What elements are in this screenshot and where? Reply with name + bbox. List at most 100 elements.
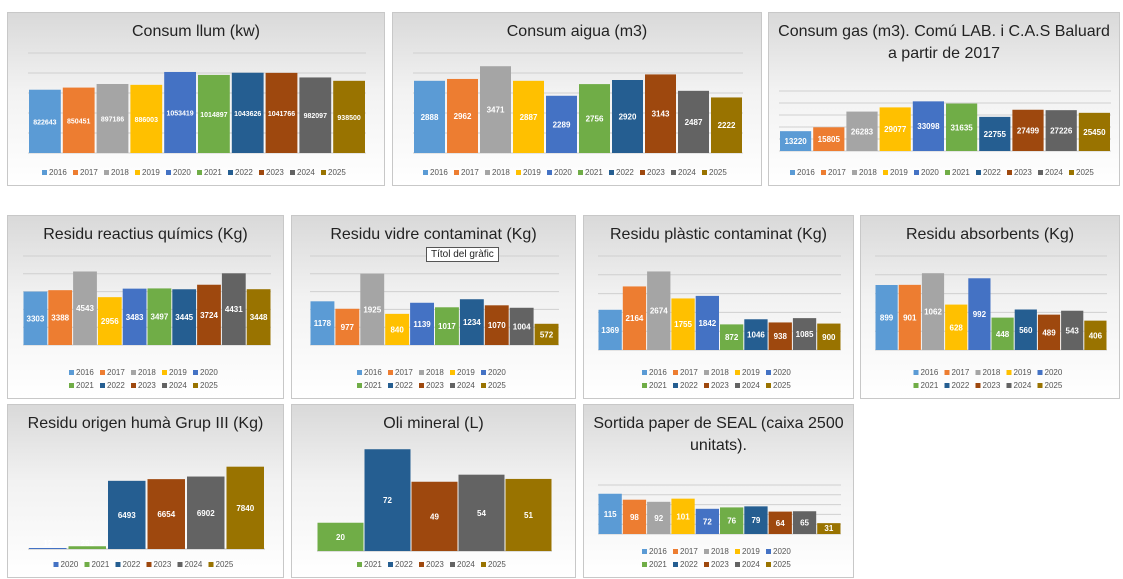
legend-swatch (193, 383, 198, 388)
chart-svg: 2888 2962 3471 2887 2289 2756 2920 3143 2487 2222… (413, 52, 743, 177)
legend-swatch (790, 170, 795, 175)
data-label: 900 (822, 333, 836, 342)
legend-swatch (913, 383, 919, 388)
data-label: 15805 (818, 135, 841, 144)
data-label: 3388 (51, 314, 69, 323)
legend-swatch (162, 370, 167, 375)
bar-2024 (792, 511, 817, 534)
data-label: 872 (725, 333, 739, 342)
legend-label: 2017 (80, 168, 98, 177)
legend-label: 2022 (680, 560, 698, 569)
data-label: 49 (430, 512, 439, 521)
legend-label: 2020 (200, 368, 218, 377)
legend-swatch (673, 562, 678, 567)
data-label: 899 (880, 313, 894, 322)
legend-swatch (609, 170, 614, 175)
chart-title: Consum llum (kw) (131, 23, 260, 40)
legend-swatch (481, 562, 486, 567)
legend-swatch (883, 170, 888, 175)
bar-2018 (73, 271, 97, 345)
legend-swatch (357, 370, 362, 375)
bar-2019 (879, 107, 911, 151)
data-label: 1369 (601, 326, 619, 335)
data-label: 26283 (851, 127, 874, 136)
bar-2025 (1078, 112, 1110, 151)
data-label: 2887 (520, 113, 538, 122)
chart-title: Oli mineral (L) (383, 415, 484, 432)
legend-swatch (914, 170, 919, 175)
legend-swatch (53, 562, 59, 567)
legend-swatch (388, 370, 393, 375)
legend-label: 2024 (742, 381, 760, 390)
legend-label: 2024 (1045, 168, 1063, 177)
legend-label: 2021 (92, 560, 110, 569)
data-label: 1017 (438, 322, 456, 331)
data-label: 938 (774, 332, 788, 341)
legend-label: 2024 (678, 168, 696, 177)
bar-2023 (147, 479, 185, 549)
data-label: 51 (524, 511, 533, 520)
legend-label: 2023 (983, 381, 1001, 390)
legend-swatch (1037, 370, 1043, 375)
bar-2025 (505, 478, 552, 551)
chart-svg: 20 72 49 54 51 2021 2022 2023 2024 2025 (317, 449, 552, 569)
legend-swatch (735, 549, 740, 554)
data-label: 3448 (250, 313, 268, 322)
data-label: 115 (604, 510, 617, 519)
data-label: 406 (1089, 331, 1103, 340)
legend-label: 2020 (488, 368, 506, 377)
legend-label: 2021 (364, 560, 382, 569)
chart-svg: 12 262 6493 6654 6902 7840 2020 2021 2022 2023 202… (28, 466, 265, 569)
legend-swatch (704, 383, 709, 388)
data-label: 2487 (685, 118, 703, 127)
bar-2019 (385, 313, 410, 345)
data-label: 2888 (421, 113, 439, 122)
legend-label: 2021 (204, 168, 222, 177)
legend-label: 2023 (138, 381, 156, 390)
legend-swatch (821, 170, 826, 175)
chart-svg: 899 901 1062 628 992 448 560 489 543 406 2016 2017 2… (875, 255, 1107, 390)
legend-label: 2017 (107, 368, 125, 377)
chart-huma: Residu origen humà Grup III (Kg) 12 262 649… (7, 404, 284, 578)
data-label: 6654 (157, 510, 175, 519)
data-label: 977 (341, 323, 355, 332)
data-label: 1178 (314, 319, 332, 328)
bar-2020 (695, 508, 719, 534)
data-label: 850451 (67, 118, 90, 125)
legend-swatch (419, 383, 424, 388)
bar-2024 (678, 90, 709, 153)
bar-2022 (1014, 309, 1037, 350)
legend-swatch (423, 170, 428, 175)
legend-label: 2025 (773, 560, 791, 569)
legend-label: 2019 (523, 168, 541, 177)
data-label: 20 (336, 533, 345, 542)
legend-label: 2020 (61, 560, 79, 569)
data-label: 901 (903, 313, 917, 322)
bar-2025 (534, 323, 559, 345)
legend-label: 2017 (828, 168, 846, 177)
data-label: 6493 (118, 511, 136, 520)
data-label: 448 (996, 330, 1010, 339)
legend-label: 2020 (921, 168, 939, 177)
data-label: 1755 (674, 320, 692, 329)
legend-label: 2023 (1014, 168, 1032, 177)
chart-title-tooltip: Títol del gràfic (426, 247, 499, 262)
bar-2016 (310, 301, 335, 345)
legend-swatch (208, 562, 214, 567)
data-label: 572 (540, 330, 554, 339)
legend-swatch (1069, 170, 1074, 175)
bar-2021 (147, 288, 172, 345)
bar-2016 (875, 284, 898, 350)
data-label: 72 (703, 517, 712, 526)
chart-title: Residu absorbents (Kg) (905, 226, 1075, 243)
bar-2018 (921, 273, 945, 350)
legend-swatch (766, 383, 771, 388)
legend-swatch (640, 170, 645, 175)
chart-title: Consum aigua (m3) (506, 23, 648, 40)
data-label: 489 (1042, 328, 1056, 337)
legend-label: 2023 (711, 560, 729, 569)
chart-svg: 3303 3388 4543 2956 3483 3497 3445 3724 4431 3448… (23, 255, 271, 390)
legend-label: 2022 (123, 560, 141, 569)
bar-2023 (768, 511, 792, 534)
legend-swatch (642, 549, 647, 554)
